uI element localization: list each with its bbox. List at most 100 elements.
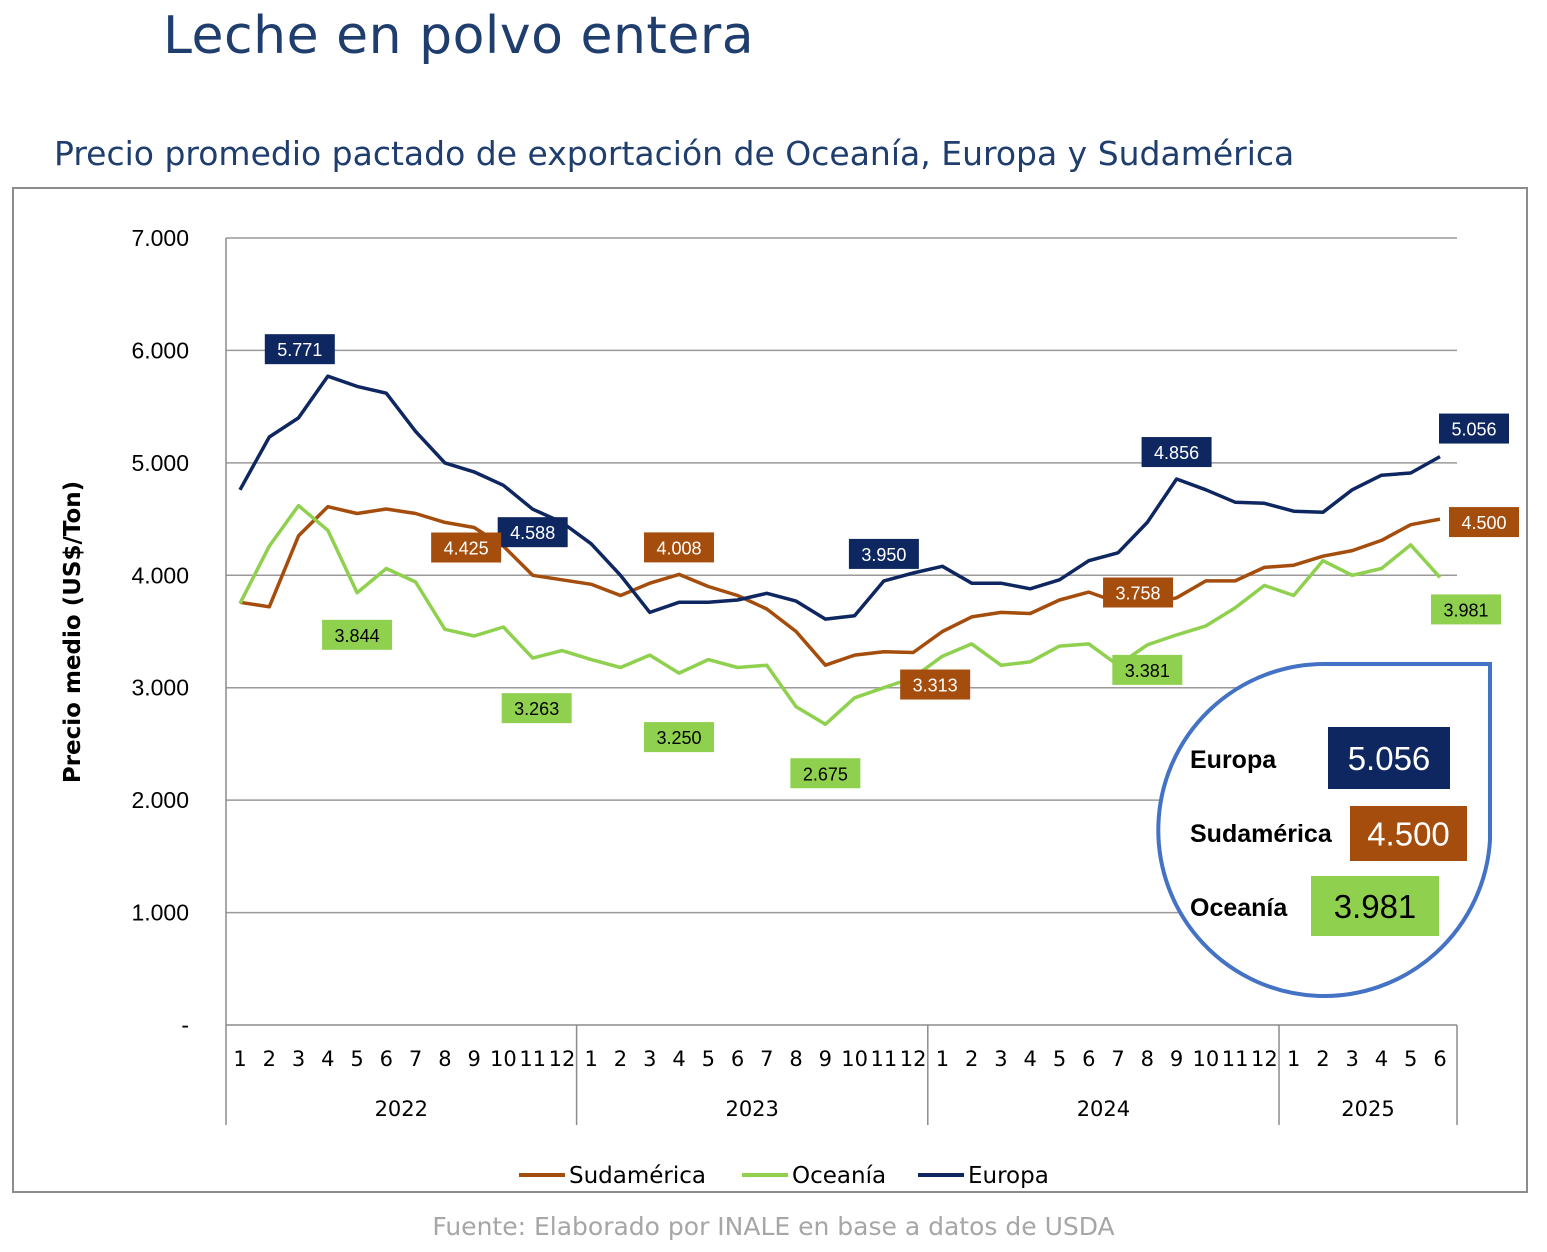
- data-label: 3.313: [913, 676, 958, 696]
- y-axis-label: Precio medio (US$/Ton): [60, 481, 86, 783]
- data-label: 5.056: [1451, 420, 1496, 440]
- x-tick-label: 8: [438, 1047, 451, 1071]
- data-label: 4.008: [657, 538, 702, 558]
- x-tick-label: 9: [819, 1047, 832, 1071]
- x-tick-label: 10: [841, 1047, 868, 1071]
- y-tick-label: 1.000: [131, 900, 189, 926]
- data-label: 4.425: [444, 539, 489, 559]
- source-footnote: Fuente: Elaborado por INALE en base a da…: [432, 1212, 1115, 1241]
- x-tick-label: 12: [900, 1047, 927, 1071]
- x-tick-label: 11: [1222, 1047, 1249, 1071]
- x-tick-label: 2: [965, 1047, 978, 1071]
- x-tick-label: 3: [292, 1047, 305, 1071]
- data-label: 3.381: [1125, 661, 1170, 681]
- year-label: 2024: [1077, 1097, 1130, 1121]
- x-tick-label: 9: [1170, 1047, 1183, 1071]
- legend-label: Oceanía: [792, 1163, 886, 1189]
- data-label: 5.771: [277, 340, 322, 360]
- x-tick-label: 8: [789, 1047, 802, 1071]
- x-tick-label: 11: [519, 1047, 546, 1071]
- x-tick-label: 4: [1375, 1047, 1388, 1071]
- x-tick-label: 2: [263, 1047, 276, 1071]
- x-tick-label: 6: [1433, 1047, 1446, 1071]
- x-tick-label: 3: [1346, 1047, 1359, 1071]
- data-label-box: [1449, 507, 1519, 538]
- x-tick-label: 10: [1192, 1047, 1219, 1071]
- x-tick-label: 6: [380, 1047, 393, 1071]
- callout-value-box: [1311, 876, 1439, 936]
- legend-label: Sudamérica: [569, 1163, 706, 1189]
- data-label-box: [1112, 654, 1183, 685]
- x-tick-label: 7: [409, 1047, 422, 1071]
- data-label: 4.500: [1461, 513, 1506, 533]
- data-label-box: [848, 538, 919, 569]
- data-label-box: [790, 758, 861, 789]
- x-tick-label: 8: [1141, 1047, 1154, 1071]
- series-line-sudamerica: [239, 504, 1441, 667]
- data-label: 3.758: [1116, 583, 1161, 603]
- x-tick-label: 5: [1404, 1047, 1417, 1071]
- y-tick-label: 5.000: [131, 450, 189, 476]
- x-tick-label: 12: [549, 1047, 576, 1071]
- x-tick-label: 2: [1316, 1047, 1329, 1071]
- data-label-box: [264, 334, 335, 365]
- x-tick-label: 4: [672, 1047, 685, 1071]
- y-tick-label: 3.000: [131, 675, 189, 701]
- y-tick-label: -: [181, 1012, 189, 1038]
- data-label: 3.263: [514, 699, 559, 719]
- data-label-box: [1141, 437, 1212, 468]
- data-label: 3.950: [861, 545, 906, 565]
- x-tick-label: 1: [1287, 1047, 1300, 1071]
- legend-label: Europa: [968, 1163, 1049, 1189]
- x-tick-label: 11: [871, 1047, 898, 1071]
- series-line-europa: [238, 374, 1441, 621]
- data-label-box: [1439, 413, 1509, 444]
- data-label: 2.675: [803, 764, 848, 784]
- x-tick-label: 5: [702, 1047, 715, 1071]
- y-tick-label: 2.000: [131, 787, 189, 813]
- data-label: 4.856: [1154, 443, 1199, 463]
- x-tick-label: 1: [936, 1047, 949, 1071]
- x-tick-label: 5: [350, 1047, 363, 1071]
- x-tick-label: 3: [643, 1047, 656, 1071]
- x-tick-label: 7: [1111, 1047, 1124, 1071]
- x-tick-label: 12: [1251, 1047, 1278, 1071]
- callout-label: Sudamérica: [1190, 820, 1333, 848]
- data-label-box: [497, 517, 568, 548]
- data-label: 3.844: [335, 626, 380, 646]
- callout-label: Europa: [1190, 746, 1277, 774]
- callout-value-box: [1328, 727, 1450, 789]
- x-tick-label: 7: [760, 1047, 773, 1071]
- callout-value: 5.056: [1348, 740, 1431, 777]
- data-label-box: [644, 722, 715, 753]
- year-label: 2023: [725, 1097, 778, 1121]
- data-label-box: [501, 693, 572, 724]
- data-label-box: [322, 619, 393, 650]
- chart-frame: [12, 187, 1528, 1193]
- x-tick-label: 6: [1082, 1047, 1095, 1071]
- year-label: 2025: [1341, 1097, 1394, 1121]
- data-label-box: [900, 669, 971, 700]
- data-label: 3.250: [657, 728, 702, 748]
- x-tick-label: 4: [321, 1047, 334, 1071]
- chart-subtitle: Precio promedio pactado de exportación d…: [54, 134, 1295, 173]
- x-tick-label: 10: [490, 1047, 517, 1071]
- callout-value: 4.500: [1367, 816, 1450, 853]
- y-tick-label: 4.000: [131, 562, 189, 588]
- x-tick-label: 6: [731, 1047, 744, 1071]
- x-tick-label: 1: [585, 1047, 598, 1071]
- callout-label: Oceanía: [1190, 894, 1288, 922]
- x-tick-label: 2: [614, 1047, 627, 1071]
- data-label: 3.981: [1443, 600, 1488, 620]
- data-label-box: [644, 532, 715, 563]
- x-tick-label: 4: [1024, 1047, 1037, 1071]
- series-line-oceania: [238, 503, 1442, 727]
- y-tick-label: 7.000: [131, 225, 189, 251]
- x-tick-label: 1: [233, 1047, 246, 1071]
- data-label-box: [431, 532, 502, 563]
- main-title: Leche en polvo entera: [163, 6, 755, 66]
- x-tick-label: 9: [467, 1047, 480, 1071]
- y-tick-label: 6.000: [131, 337, 189, 363]
- data-label: 4.588: [510, 523, 555, 543]
